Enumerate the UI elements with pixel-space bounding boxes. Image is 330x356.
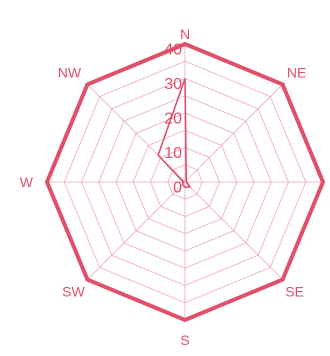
grid-spoke <box>184 84 283 183</box>
outer-frame <box>44 41 326 323</box>
direction-label-ne: NE <box>287 64 306 80</box>
direction-label-nw: NW <box>58 64 82 80</box>
radial-tick-label: 40 <box>164 42 182 59</box>
radial-tick-label: 0 <box>173 180 182 197</box>
direction-label-sw: SW <box>62 284 85 300</box>
direction-label-s: S <box>180 332 189 348</box>
radial-tick-label: 10 <box>164 145 182 162</box>
radial-tick-label: 20 <box>164 111 182 128</box>
grid-spoke <box>184 181 283 280</box>
direction-label-n: N <box>180 26 190 42</box>
direction-label-w: W <box>20 174 34 190</box>
direction-label-se: SE <box>285 284 304 300</box>
radial-tick-label: 30 <box>164 76 182 93</box>
grid-spoke <box>87 181 186 280</box>
